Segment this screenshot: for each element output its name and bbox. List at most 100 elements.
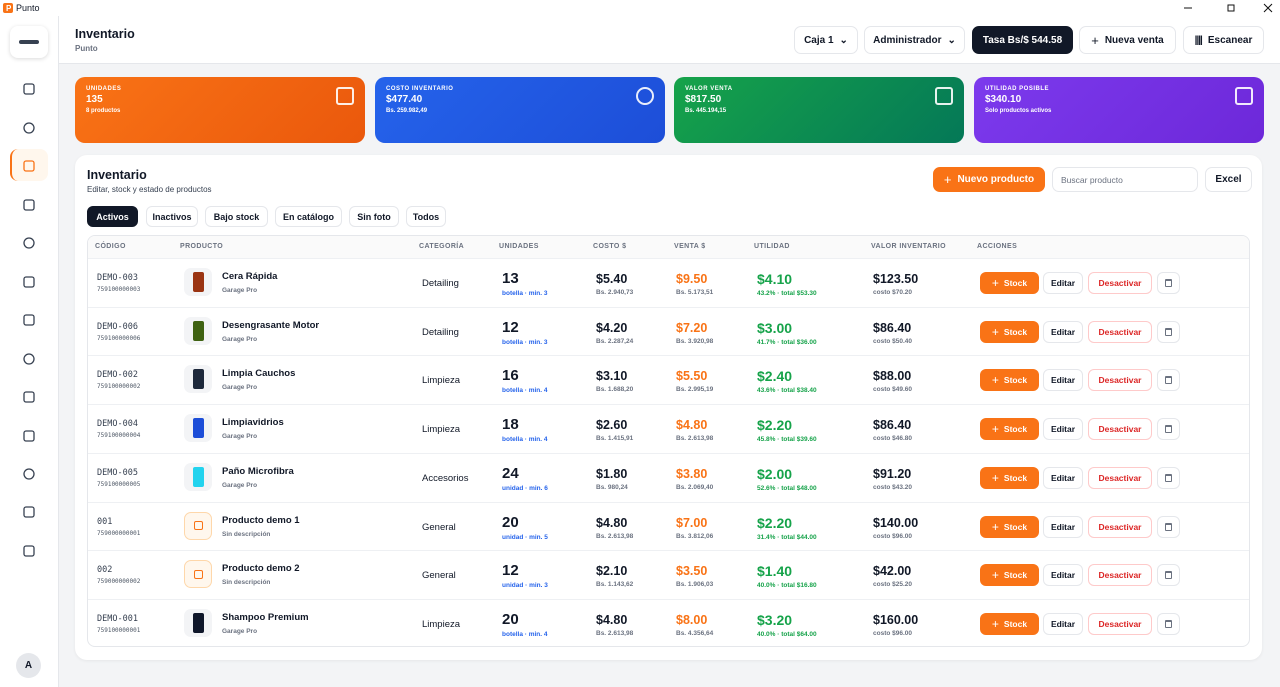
stock-button[interactable]: + Stock — [980, 418, 1039, 441]
nav-icon[interactable] — [23, 160, 35, 172]
new-sale: Nueva venta — [1104, 34, 1164, 46]
trash-icon — [1165, 376, 1172, 385]
plus: + — [991, 568, 999, 583]
deactivate-button[interactable]: Desactivar — [1088, 515, 1152, 538]
nav-icon[interactable] — [23, 122, 35, 134]
nav-icons[interactable] — [0, 71, 59, 561]
scan-button[interactable]: |||| Escanear — [1183, 26, 1264, 54]
card-label: UTILIDAD POSIBLE — [985, 86, 1050, 92]
edit-button[interactable]: Editar — [1043, 418, 1083, 441]
units: 20 — [502, 610, 519, 628]
user-avatar[interactable]: A — [16, 653, 41, 678]
nav-icon[interactable] — [23, 430, 35, 442]
product-thumb — [184, 365, 212, 394]
deactivate-button[interactable]: Desactivar — [1088, 272, 1152, 294]
search-input[interactable]: Buscar producto — [1052, 167, 1198, 192]
plus: + — [991, 616, 999, 631]
logo[interactable] — [10, 26, 48, 58]
nav-icon[interactable] — [23, 276, 35, 288]
delete-button[interactable] — [1157, 320, 1180, 343]
cost: $2.60 — [596, 418, 628, 433]
cost-bs: Bs. 2.613,98 — [596, 532, 634, 540]
stock-button[interactable]: + Stock — [980, 320, 1039, 343]
product-code: DEMO-002 — [97, 370, 138, 381]
filter-tab[interactable]: Activos — [87, 206, 138, 227]
nav-icon[interactable] — [23, 391, 35, 403]
deactivate-button[interactable]: Desactivar — [1088, 466, 1152, 489]
delete-button[interactable] — [1157, 272, 1180, 294]
new-sale-button[interactable]: + Nueva venta — [1079, 26, 1176, 54]
stock-label: Stock — [1003, 570, 1028, 581]
product-name: Shampoo Premium — [222, 611, 309, 623]
window-controls[interactable] — [1180, 2, 1275, 14]
stock-button[interactable]: + Stock — [980, 515, 1039, 538]
rate-button[interactable]: Tasa Bs/$ 544.58 — [972, 26, 1073, 54]
product-brand: Sin descripción — [222, 579, 271, 587]
nav-icon[interactable] — [23, 237, 35, 249]
card-label: VALOR VENTA — [685, 86, 733, 92]
deactivate-button[interactable]: Desactivar — [1088, 369, 1152, 392]
deactivate-button[interactable]: Desactivar — [1088, 564, 1152, 587]
edit-button[interactable]: Editar — [1043, 515, 1083, 538]
category: Detailing — [422, 278, 459, 289]
edit-button[interactable]: Editar — [1043, 272, 1083, 294]
deactivate-button[interactable]: Desactivar — [1088, 612, 1152, 635]
register: Caja 1 — [804, 34, 834, 46]
table-header — [88, 236, 1249, 258]
sale: $3.50 — [676, 564, 708, 579]
filter-tab[interactable]: Inactivos — [146, 206, 198, 227]
product-name: Cera Rápida — [222, 271, 278, 282]
stock-button[interactable]: + Stock — [980, 369, 1039, 392]
nav-icon[interactable] — [23, 468, 35, 480]
product-code: DEMO-005 — [97, 467, 138, 478]
stock-button[interactable]: + Stock — [980, 564, 1039, 587]
thumb-image — [192, 612, 204, 633]
delete-button[interactable] — [1157, 466, 1180, 489]
edit-button[interactable]: Editar — [1043, 369, 1083, 392]
new-product-button[interactable]: + Nuevo producto — [933, 167, 1045, 192]
product-thumb — [184, 608, 212, 637]
delete-button[interactable] — [1157, 418, 1180, 441]
profit-info: 40.0% · total $64.00 — [757, 630, 817, 638]
unit-info: botella · min. 3 — [502, 338, 548, 346]
nav-icon[interactable] — [23, 353, 35, 365]
table-row: DEMO-002 759100000002 Limpia Cauchos Garage… — [88, 355, 1249, 404]
filter-tab[interactable]: Bajo stock — [205, 206, 268, 227]
delete-button[interactable] — [1157, 612, 1180, 635]
nav-icon[interactable] — [23, 506, 35, 518]
deactivate-button[interactable]: Desactivar — [1088, 418, 1152, 441]
edit-button[interactable]: Editar — [1043, 564, 1083, 587]
nav-icon[interactable] — [23, 83, 35, 95]
unit-info: unidad · min. 3 — [502, 582, 548, 590]
stock-button[interactable]: + Stock — [980, 612, 1039, 635]
edit-button[interactable]: Editar — [1043, 612, 1083, 635]
unit-info: botella · min. 4 — [502, 387, 548, 395]
filter-tab[interactable]: Todos — [406, 206, 446, 227]
nav-icon[interactable] — [23, 314, 35, 326]
stock-button[interactable]: + Stock — [980, 466, 1039, 489]
cost: $4.80 — [596, 515, 628, 530]
delete-button[interactable] — [1157, 369, 1180, 392]
delete-button[interactable] — [1157, 564, 1180, 587]
filter-tab[interactable]: Sin foto — [349, 206, 399, 227]
edit-button[interactable]: Editar — [1043, 466, 1083, 489]
register-select[interactable]: Caja 1 ⌄ — [794, 26, 858, 54]
role-select[interactable]: Administrador ⌄ — [864, 26, 965, 54]
barcode: 759000000002 — [97, 578, 141, 586]
cost: $4.80 — [596, 612, 628, 627]
profit: $2.00 — [757, 465, 793, 482]
product-brand: Garage Pro — [222, 384, 258, 392]
deactivate-button[interactable]: Desactivar — [1088, 320, 1152, 343]
stock-label: Stock — [1003, 618, 1028, 629]
filter-tab[interactable]: En catálogo — [275, 206, 342, 227]
stock-button[interactable]: + Stock — [980, 272, 1039, 294]
product-code: DEMO-004 — [97, 419, 138, 430]
nav-icon[interactable] — [23, 199, 35, 211]
delete-button[interactable] — [1157, 515, 1180, 538]
excel-button[interactable]: Excel — [1205, 167, 1252, 192]
product-brand: Garage Pro — [222, 481, 258, 489]
edit-button[interactable]: Editar — [1043, 320, 1083, 343]
table-row: DEMO-004 759100000004 Limpiavidrios Garage … — [88, 404, 1249, 453]
sale: $7.20 — [676, 320, 708, 335]
nav-icon[interactable] — [23, 545, 35, 557]
